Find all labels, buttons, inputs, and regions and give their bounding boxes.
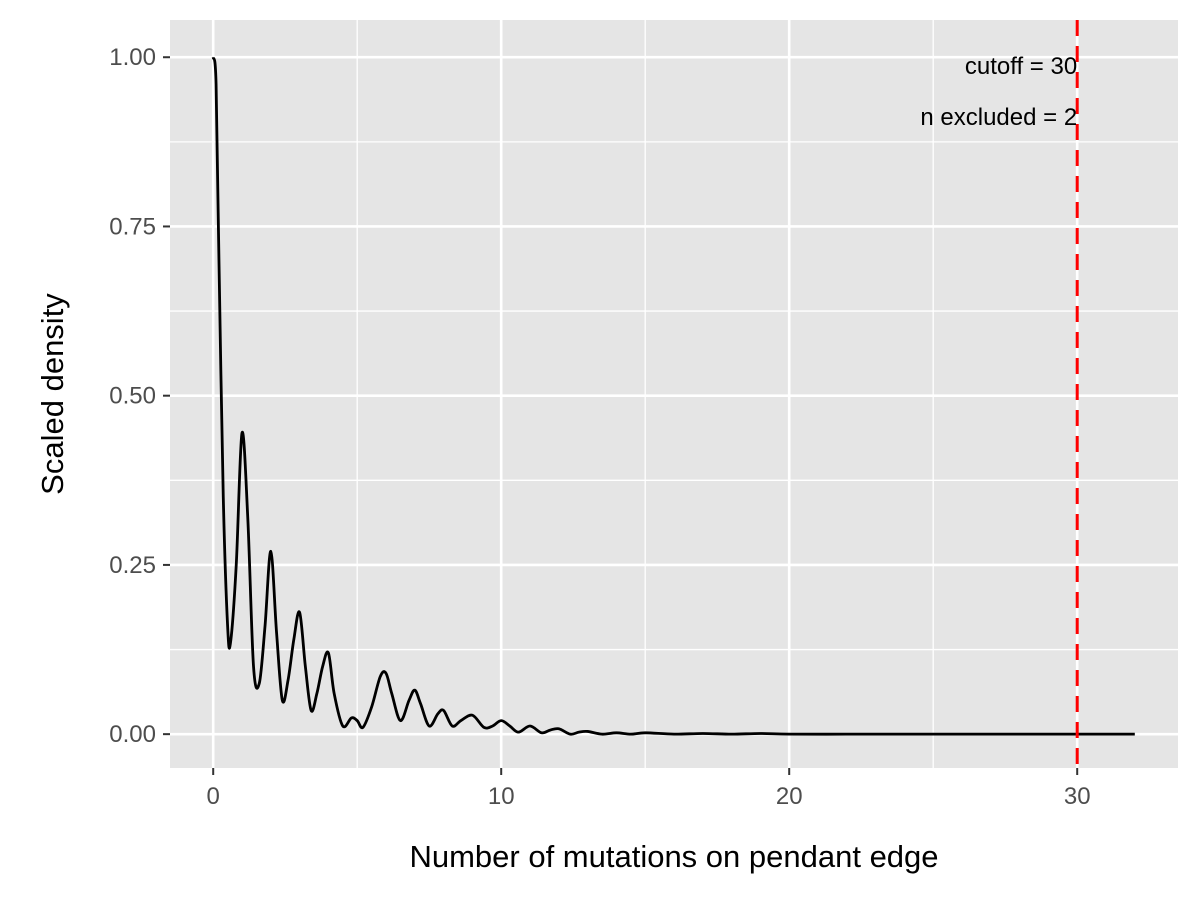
annotation-n-excluded: n excluded = 2 [920,104,1077,131]
y-tick-label: 0.50 [109,383,156,410]
minor-gridlines [170,20,1178,768]
major-gridlines [170,20,1178,768]
x-axis-title: Number of mutations on pendant edge [409,839,938,874]
series-layer [211,56,1135,736]
x-tick-label: 30 [1064,783,1091,810]
y-tick-label: 1.00 [109,44,156,71]
density-line-series-0 [211,56,1135,736]
x-tick-label: 20 [776,783,803,810]
plot-panel [170,20,1178,768]
y-axis-ticks: 0.00 0.25 0.50 0.75 1.00 [109,44,170,748]
annotation-cutoff: cutoff = 30 [965,53,1077,80]
y-tick-label: 0.00 [109,721,156,748]
y-axis-title: Scaled density [35,293,70,495]
annotation-layer: cutoff = 30 n excluded = 2 [920,53,1077,131]
y-tick-label: 0.75 [109,213,156,240]
x-axis-ticks: 0 10 20 30 [207,768,1091,810]
y-tick-label: 0.25 [109,552,156,579]
x-tick-label: 0 [207,783,220,810]
x-tick-label: 10 [488,783,515,810]
